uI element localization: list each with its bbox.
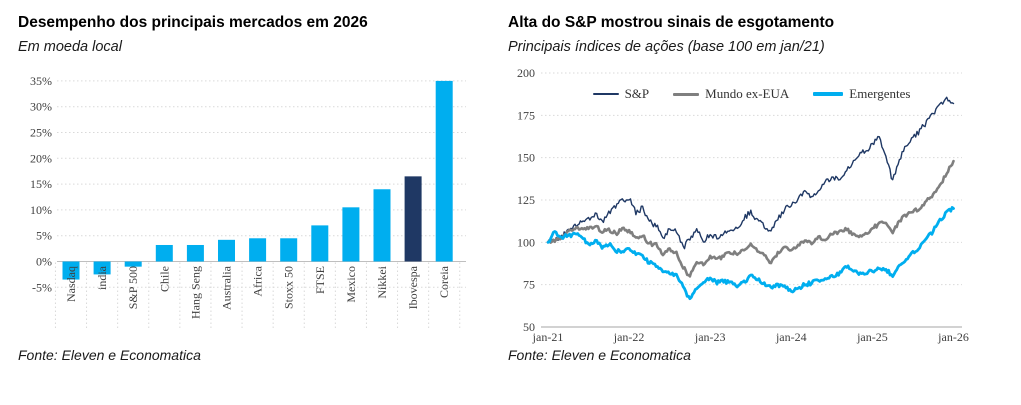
y-tick-label: 20% (30, 151, 52, 165)
x-tick-label: jan-24 (775, 330, 807, 344)
category-label: Stoxx 50 (282, 266, 296, 309)
chart-legend: S&P Mundo ex-EUA Emergentes (541, 85, 962, 103)
bar-chart-panel: Desempenho dos principais mercados em 20… (0, 0, 500, 405)
y-tick-label: 30% (30, 100, 52, 114)
category-label: Mexico (344, 266, 358, 303)
bar-s-p-500 (124, 261, 142, 267)
series-line-mundo-ex-eua (546, 159, 955, 278)
y-tick-label: 100 (517, 235, 535, 249)
bar-africa (249, 238, 267, 262)
bar-chart-canvas: 35% 30% 25% 20% 15% 10% 5% 0% -5% Nasdaq india S&P … (30, 74, 466, 330)
y-tick-label: 35% (30, 74, 52, 88)
bar-coreia (435, 80, 453, 262)
category-label: Africa (251, 265, 265, 296)
bar-india (93, 261, 111, 275)
y-tick-label: 125 (517, 193, 535, 207)
y-tick-label: -5% (32, 280, 52, 294)
y-tick-label: 0% (36, 255, 52, 269)
right-chart-subtitle: Principais índices de ações (base 100 em… (508, 39, 825, 55)
left-chart-source: Fonte: Eleven e Economatica (18, 347, 201, 363)
legend-item-emergentes: Emergentes (813, 86, 910, 102)
x-tick-label: jan-22 (613, 330, 645, 344)
series-line-s-p (547, 96, 955, 250)
left-chart-title: Desempenho dos principais mercados em 20… (18, 14, 368, 31)
category-label: S&P 500 (126, 266, 140, 309)
category-label: india (95, 265, 109, 290)
x-tick-label: jan-23 (694, 330, 726, 344)
y-tick-label: 75 (523, 278, 535, 292)
legend-label: Emergentes (849, 86, 911, 101)
category-label: FTSE (313, 266, 327, 294)
y-tick-label: 5% (36, 229, 52, 243)
series-line-emergentes (546, 205, 955, 301)
y-tick-label: 50 (523, 320, 535, 334)
category-label: Hang Seng (188, 266, 202, 319)
bar-nikkei (373, 189, 391, 262)
x-tick-label: jan-21 (532, 330, 564, 344)
bar-chile (155, 244, 173, 262)
right-chart-title: Alta do S&P mostrou sinais de esgotament… (508, 14, 835, 31)
bar-australia (218, 239, 235, 262)
left-chart-subtitle: Em moeda local (18, 39, 122, 55)
y-tick-label: 25% (30, 126, 52, 140)
line-chart-panel: Alta do S&P mostrou sinais de esgotament… (500, 0, 1021, 405)
category-label: Coreia (437, 265, 451, 298)
category-label: Chile (157, 266, 171, 292)
legend-item-mundo-ex-eua: Mundo ex-EUA (673, 86, 789, 102)
y-tick-label: 15% (30, 177, 52, 191)
right-chart-source: Fonte: Eleven e Economatica (508, 347, 691, 363)
category-label: Ibovespa (406, 265, 420, 309)
y-tick-label: 150 (517, 151, 535, 165)
y-tick-label: 175 (517, 108, 535, 122)
y-tick-label: 200 (517, 66, 535, 80)
x-tick-label: jan-25 (856, 330, 888, 344)
bar-ftse (311, 225, 329, 262)
y-tick-label: 10% (30, 203, 52, 217)
x-tick-label: jan-26 (937, 330, 969, 344)
bar-ibovespa (404, 176, 422, 262)
bar-nasdaq (62, 261, 80, 280)
legend-label: S&P (624, 86, 650, 101)
legend-label: Mundo ex-EUA (705, 86, 790, 101)
legend-line-swatch (592, 93, 619, 95)
legend-line-swatch (673, 92, 700, 96)
category-label: Nasdaq (64, 266, 78, 302)
bar-hang-seng (186, 244, 204, 262)
category-label: Australia (220, 265, 234, 310)
category-label: Nikkei (375, 265, 389, 298)
legend-line-swatch (813, 92, 844, 96)
legend-item-s-p: S&P (592, 86, 650, 102)
bar-mexico (342, 207, 360, 262)
bar-stoxx-50 (280, 238, 298, 262)
